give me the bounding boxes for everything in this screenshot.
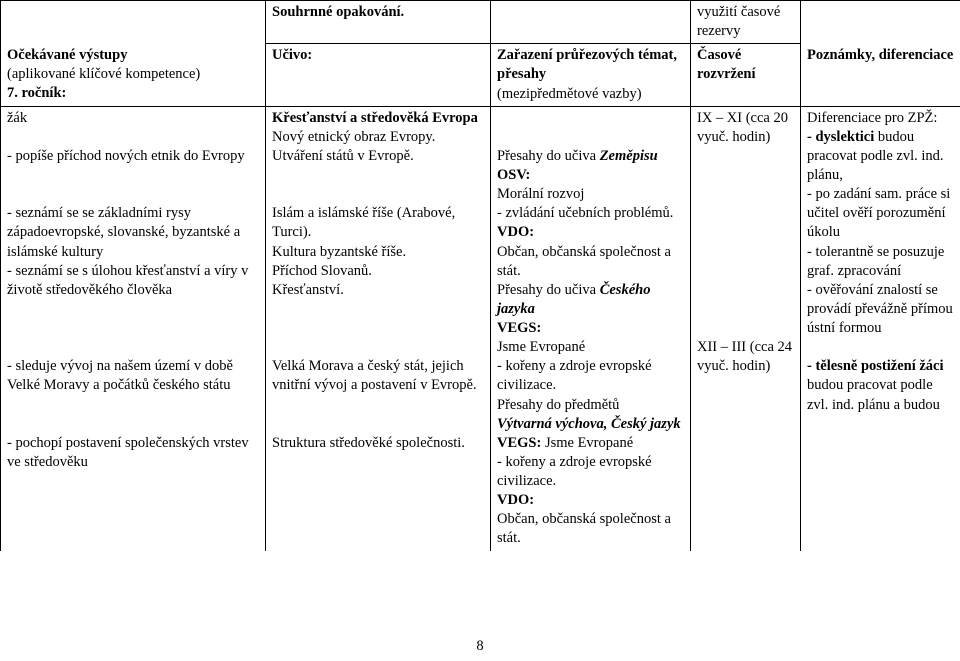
c3-l-rest: Jsme Evropané — [545, 435, 633, 451]
c4-b: XII – III (cca 24 vyuč. hodin) — [697, 339, 792, 374]
hdr-time: Časové rozvržení — [697, 47, 756, 82]
c5-b-b: - dyslektici — [807, 129, 874, 145]
c3-g-pre: Přesahy do učiva — [497, 282, 600, 298]
summary-title: Souhrnné opakování. — [272, 4, 404, 20]
c2-f: Křesťanství. — [272, 282, 344, 298]
c1-c: - seznámí se se základními rysy západoev… — [7, 205, 240, 259]
c3-a-pre: Přesahy do učiva — [497, 148, 600, 164]
c3-b: OSV: — [497, 167, 530, 183]
c5-e: - ověřování znalostí se provádí převážně… — [807, 282, 953, 336]
c2-c: Islám a islámské říše (Arabové, Turci). — [272, 205, 455, 240]
hdr-crosstopics-sub: (mezipředmětové vazby) — [497, 86, 642, 102]
c2-d: Kultura byzantské říše. — [272, 244, 406, 260]
hdr-outcomes-sub: (aplikované klíčové kompetence) — [7, 66, 200, 82]
c1-b: - popíše příchod nových etnik do Evropy — [7, 148, 245, 164]
c3-l-pre: VEGS: — [497, 435, 545, 451]
c2-e: Příchod Slovanů. — [272, 263, 372, 279]
c3-n: VDO: — [497, 492, 534, 508]
c3-m: - kořeny a zdroje evropské civilizace. — [497, 454, 652, 489]
c4-a: IX – XI (cca 20 vyuč. hodin) — [697, 110, 788, 145]
c3-f: Občan, občanská společnost a stát. — [497, 244, 671, 279]
row-summary: Souhrnné opakování. využití časové rezer… — [1, 1, 960, 44]
c3-c: Morální rozvoj — [497, 186, 584, 202]
c1-student: žák — [7, 110, 27, 126]
c3-d: - zvládání učebních problémů. — [497, 205, 673, 221]
hdr-grade: 7. ročník: — [7, 85, 66, 101]
c3-o: Občan, občanská společnost a stát. — [497, 511, 671, 546]
c3-i: Jsme Evropané — [497, 339, 585, 355]
c2-b: Nový etnický obraz Evropy. Utváření stát… — [272, 129, 435, 164]
c1-e: - sleduje vývoj na našem území v době Ve… — [7, 358, 233, 393]
c2-heading: Křesťanství a středověká Evropa — [272, 110, 478, 126]
c3-j: - kořeny a zdroje evropské civilizace. — [497, 358, 652, 393]
hdr-outcomes: Očekávané výstupy — [7, 47, 127, 63]
c5-f-r: budou pracovat podle zvl. ind. plánu a b… — [807, 377, 940, 412]
c3-a-it: Zeměpisu — [600, 148, 658, 164]
row-headers: Očekávané výstupy (aplikované klíčové ko… — [1, 44, 960, 106]
c3-k-pre: Přesahy do předmětů — [497, 397, 619, 413]
hdr-crosstopics: Zařazení průřezových témat, přesahy — [497, 47, 677, 82]
c5-d: - tolerantně se posuzuje graf. zpracován… — [807, 244, 944, 279]
hdr-curriculum: Učivo: — [272, 47, 312, 63]
c3-k-it: Výtvarná výchova, Český jazyk — [497, 416, 681, 432]
hdr-notes: Poznámky, diferenciace — [807, 47, 953, 63]
c2-g: Velká Morava a český stát, jejich vnitřn… — [272, 358, 477, 393]
c1-f: - pochopí postavení společenských vrstev… — [7, 435, 249, 470]
c5-a: Diferenciace pro ZPŽ: — [807, 110, 937, 126]
page-number: 8 — [0, 638, 960, 655]
c5-c: - po zadání sam. práce si učitel ověří p… — [807, 186, 950, 240]
c1-d: - seznámí se s úlohou křesťanství a víry… — [7, 263, 248, 298]
c2-h: Struktura středověké společnosti. — [272, 435, 465, 451]
c3-e: VDO: — [497, 224, 534, 240]
c5-f-b: - tělesně postižení žáci — [807, 358, 944, 374]
c3-h: VEGS: — [497, 320, 541, 336]
row-content: žák - popíše příchod nových etnik do Evr… — [1, 106, 960, 550]
summary-note: využití časové rezervy — [697, 4, 780, 39]
